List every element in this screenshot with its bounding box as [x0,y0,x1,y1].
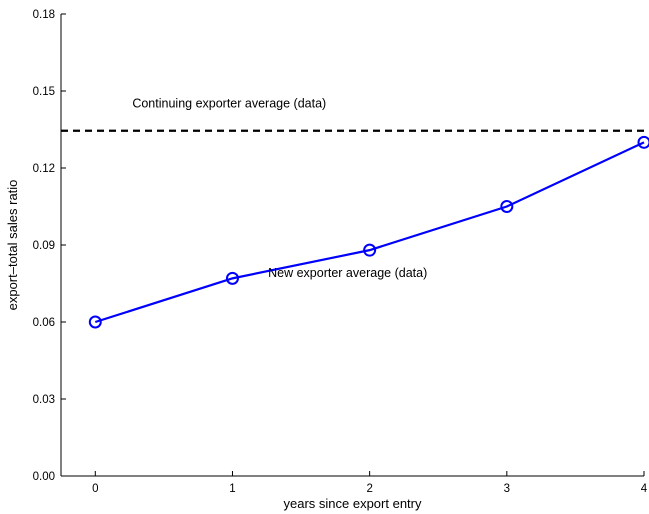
y-tick-label: 0.12 [33,163,55,175]
data-point [88,315,102,329]
data-point [225,271,239,285]
y-tick-label: 0.18 [33,9,55,21]
x-axis-title: years since export entry [283,496,422,511]
series-group [61,129,649,329]
x-tick-label: 2 [366,483,372,495]
annotation-label: New exporter average (data) [268,266,427,280]
y-tick-label: 0.03 [33,394,55,406]
data-point [500,200,514,213]
data-point [363,243,377,257]
y-tick-label: 0.09 [33,240,55,252]
y-tick-label: 0.00 [33,471,55,483]
x-tick-label: 3 [504,483,510,495]
axes: 0.00 0.03 0.06 0.09 0.12 0.15 0.18 0 1 2 3 4 [33,9,648,495]
y-tick-label: 0.15 [33,86,55,98]
data-point [637,135,649,149]
x-tick-label: 1 [229,483,235,495]
x-tick-label: 0 [92,483,98,495]
x-tick-label: 4 [641,483,648,495]
annotation-label: Continuing exporter average (data) [132,97,326,111]
y-tick-label: 0.06 [33,317,55,329]
y-axis-title: export–total sales ratio [5,180,20,311]
annotations: Continuing exporter average (data) New ex… [132,97,427,280]
new-exporter-series-line [94,141,645,324]
